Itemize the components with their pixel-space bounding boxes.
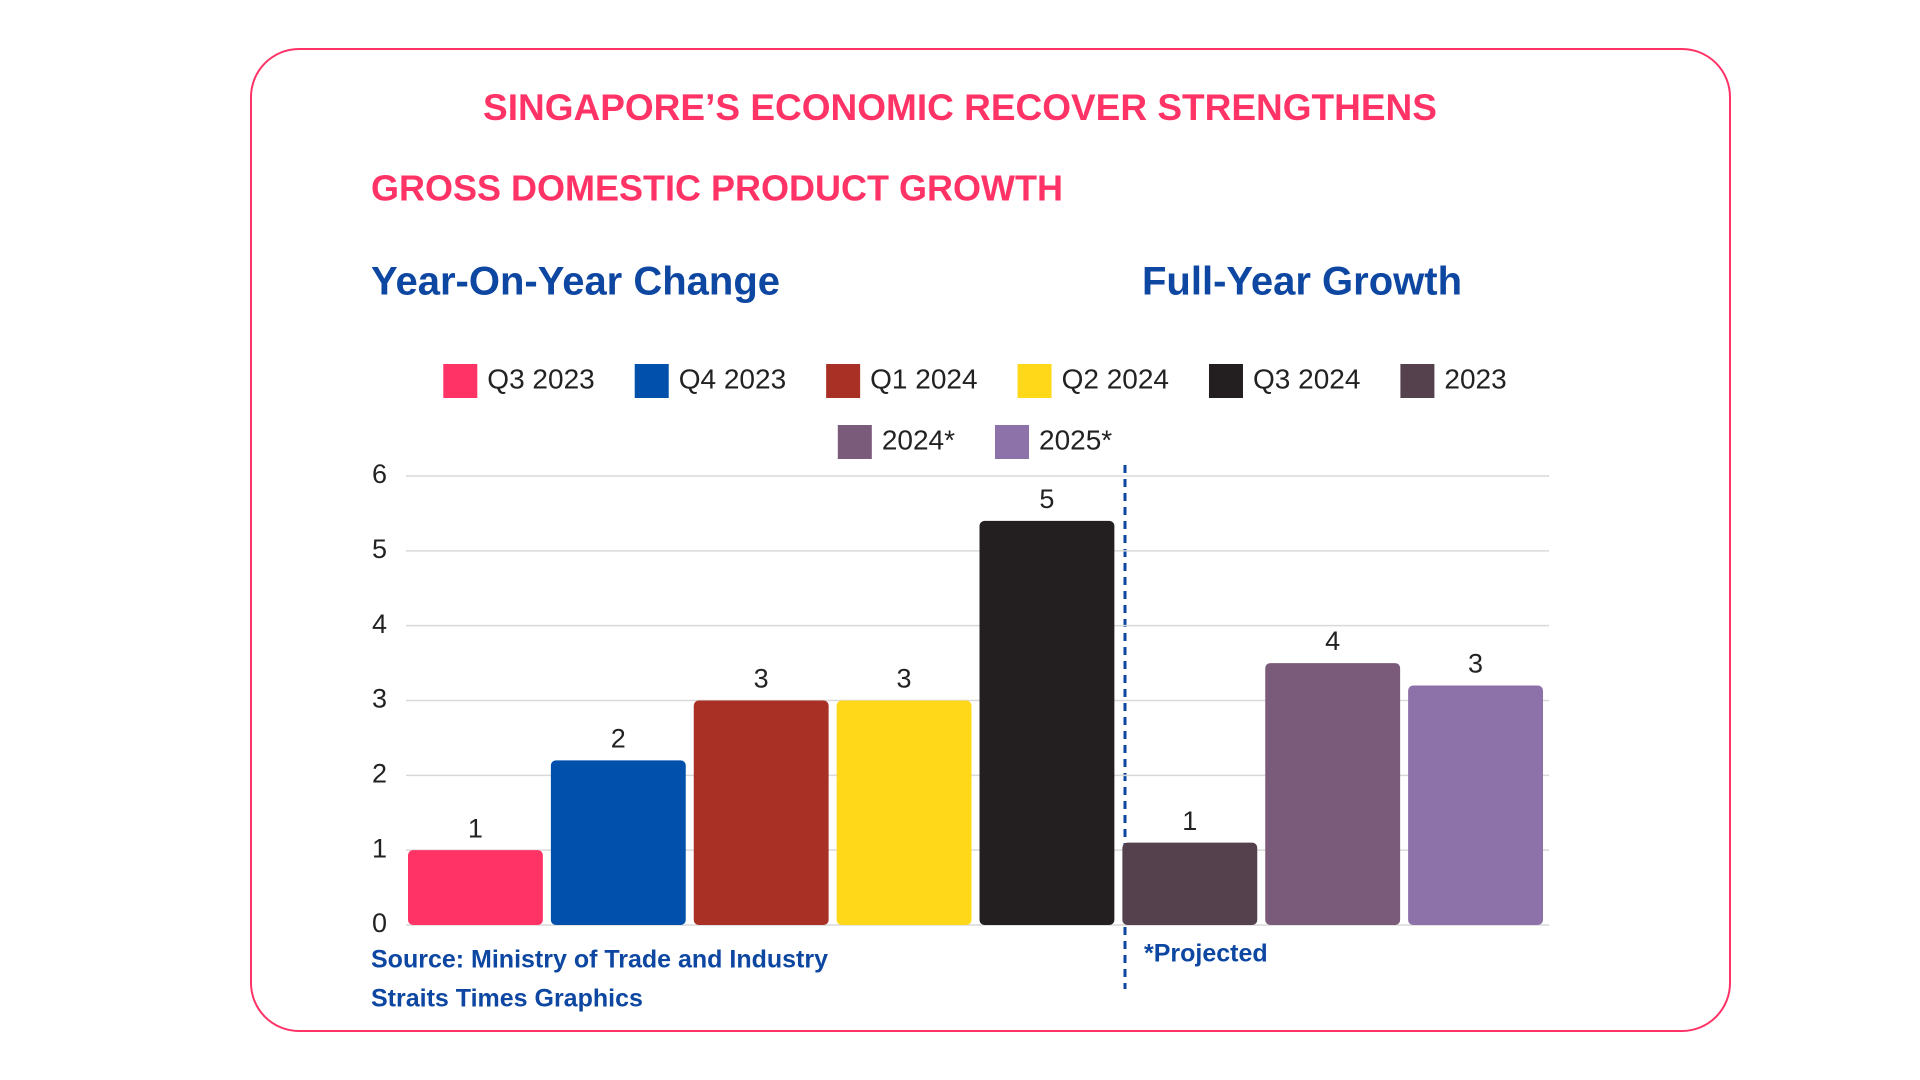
bar [1408,685,1543,925]
legend-item: 2023 [1400,363,1507,398]
legend-swatch [826,364,861,398]
value-label: 4 [1325,626,1340,656]
legend-label: 2023 [1444,363,1506,394]
bar [550,760,686,925]
legend-label: 2024* [882,424,955,455]
legend-item: 2024* [837,424,955,459]
bar [408,850,543,925]
y-tick-label: 2 [372,758,387,788]
value-label: 1 [468,813,483,843]
source: Source: Ministry of Trade and Industry [371,946,828,974]
legend-label: 2025* [1039,424,1112,455]
legend: Q3 2023 Q4 2023 Q1 2024 Q2 2024 Q3 2024 2023 2… [443,363,1507,459]
legend-swatch [995,425,1029,459]
legend-label: Q2 2024 [1062,363,1169,394]
value-label: 1 [1182,806,1197,836]
footnote: *Projected [1144,940,1268,968]
bar [1265,663,1401,925]
bar [979,520,1115,925]
legend-swatch [634,364,669,398]
legend-item: Q3 2024 [1208,363,1360,398]
value-label: 5 [1039,484,1054,514]
legend-label: Q1 2024 [870,363,977,394]
legend-item: Q1 2024 [826,363,978,398]
legend-label: Q3 2023 [487,363,594,394]
panel-title: Year-On-Year Change [371,260,780,304]
y-tick-label: 5 [372,534,387,564]
value-label: 2 [611,723,626,753]
legend-swatch [1017,364,1052,398]
legend-swatch [1208,364,1243,398]
chart-title: SINGAPORE’S ECONOMIC RECOVER STRENGTHENS [483,87,1437,128]
legend-item: Q3 2023 [443,363,595,398]
legend-item: Q2 2024 [1017,363,1169,398]
legend-item: 2025* [995,424,1112,459]
y-tick-label: 3 [372,684,387,714]
y-tick-label: 0 [372,908,387,938]
card [250,48,1731,1032]
legend-swatch [837,425,872,459]
bar [836,700,972,925]
bars: 1 2 3 3 5 1 4 3 [408,484,1543,925]
source: Straits Times Graphics [371,985,643,1013]
legend-label: Q3 2024 [1253,363,1360,394]
legend-swatch [1400,364,1435,398]
value-label: 3 [754,664,769,694]
legend-item: Q4 2023 [634,363,786,398]
panel-title: Full-Year Growth [1142,260,1462,304]
y-tick-label: 1 [372,833,387,863]
legend-label: Q4 2023 [679,363,786,394]
bar [693,700,829,925]
chart-subtitle: GROSS DOMESTIC PRODUCT GROWTH [371,168,1063,209]
legend-swatch [443,364,478,398]
y-tick-label: 4 [372,609,387,639]
bar [1122,842,1258,925]
value-label: 3 [897,664,912,694]
y-tick-label: 6 [372,459,387,489]
value-label: 3 [1468,649,1483,679]
